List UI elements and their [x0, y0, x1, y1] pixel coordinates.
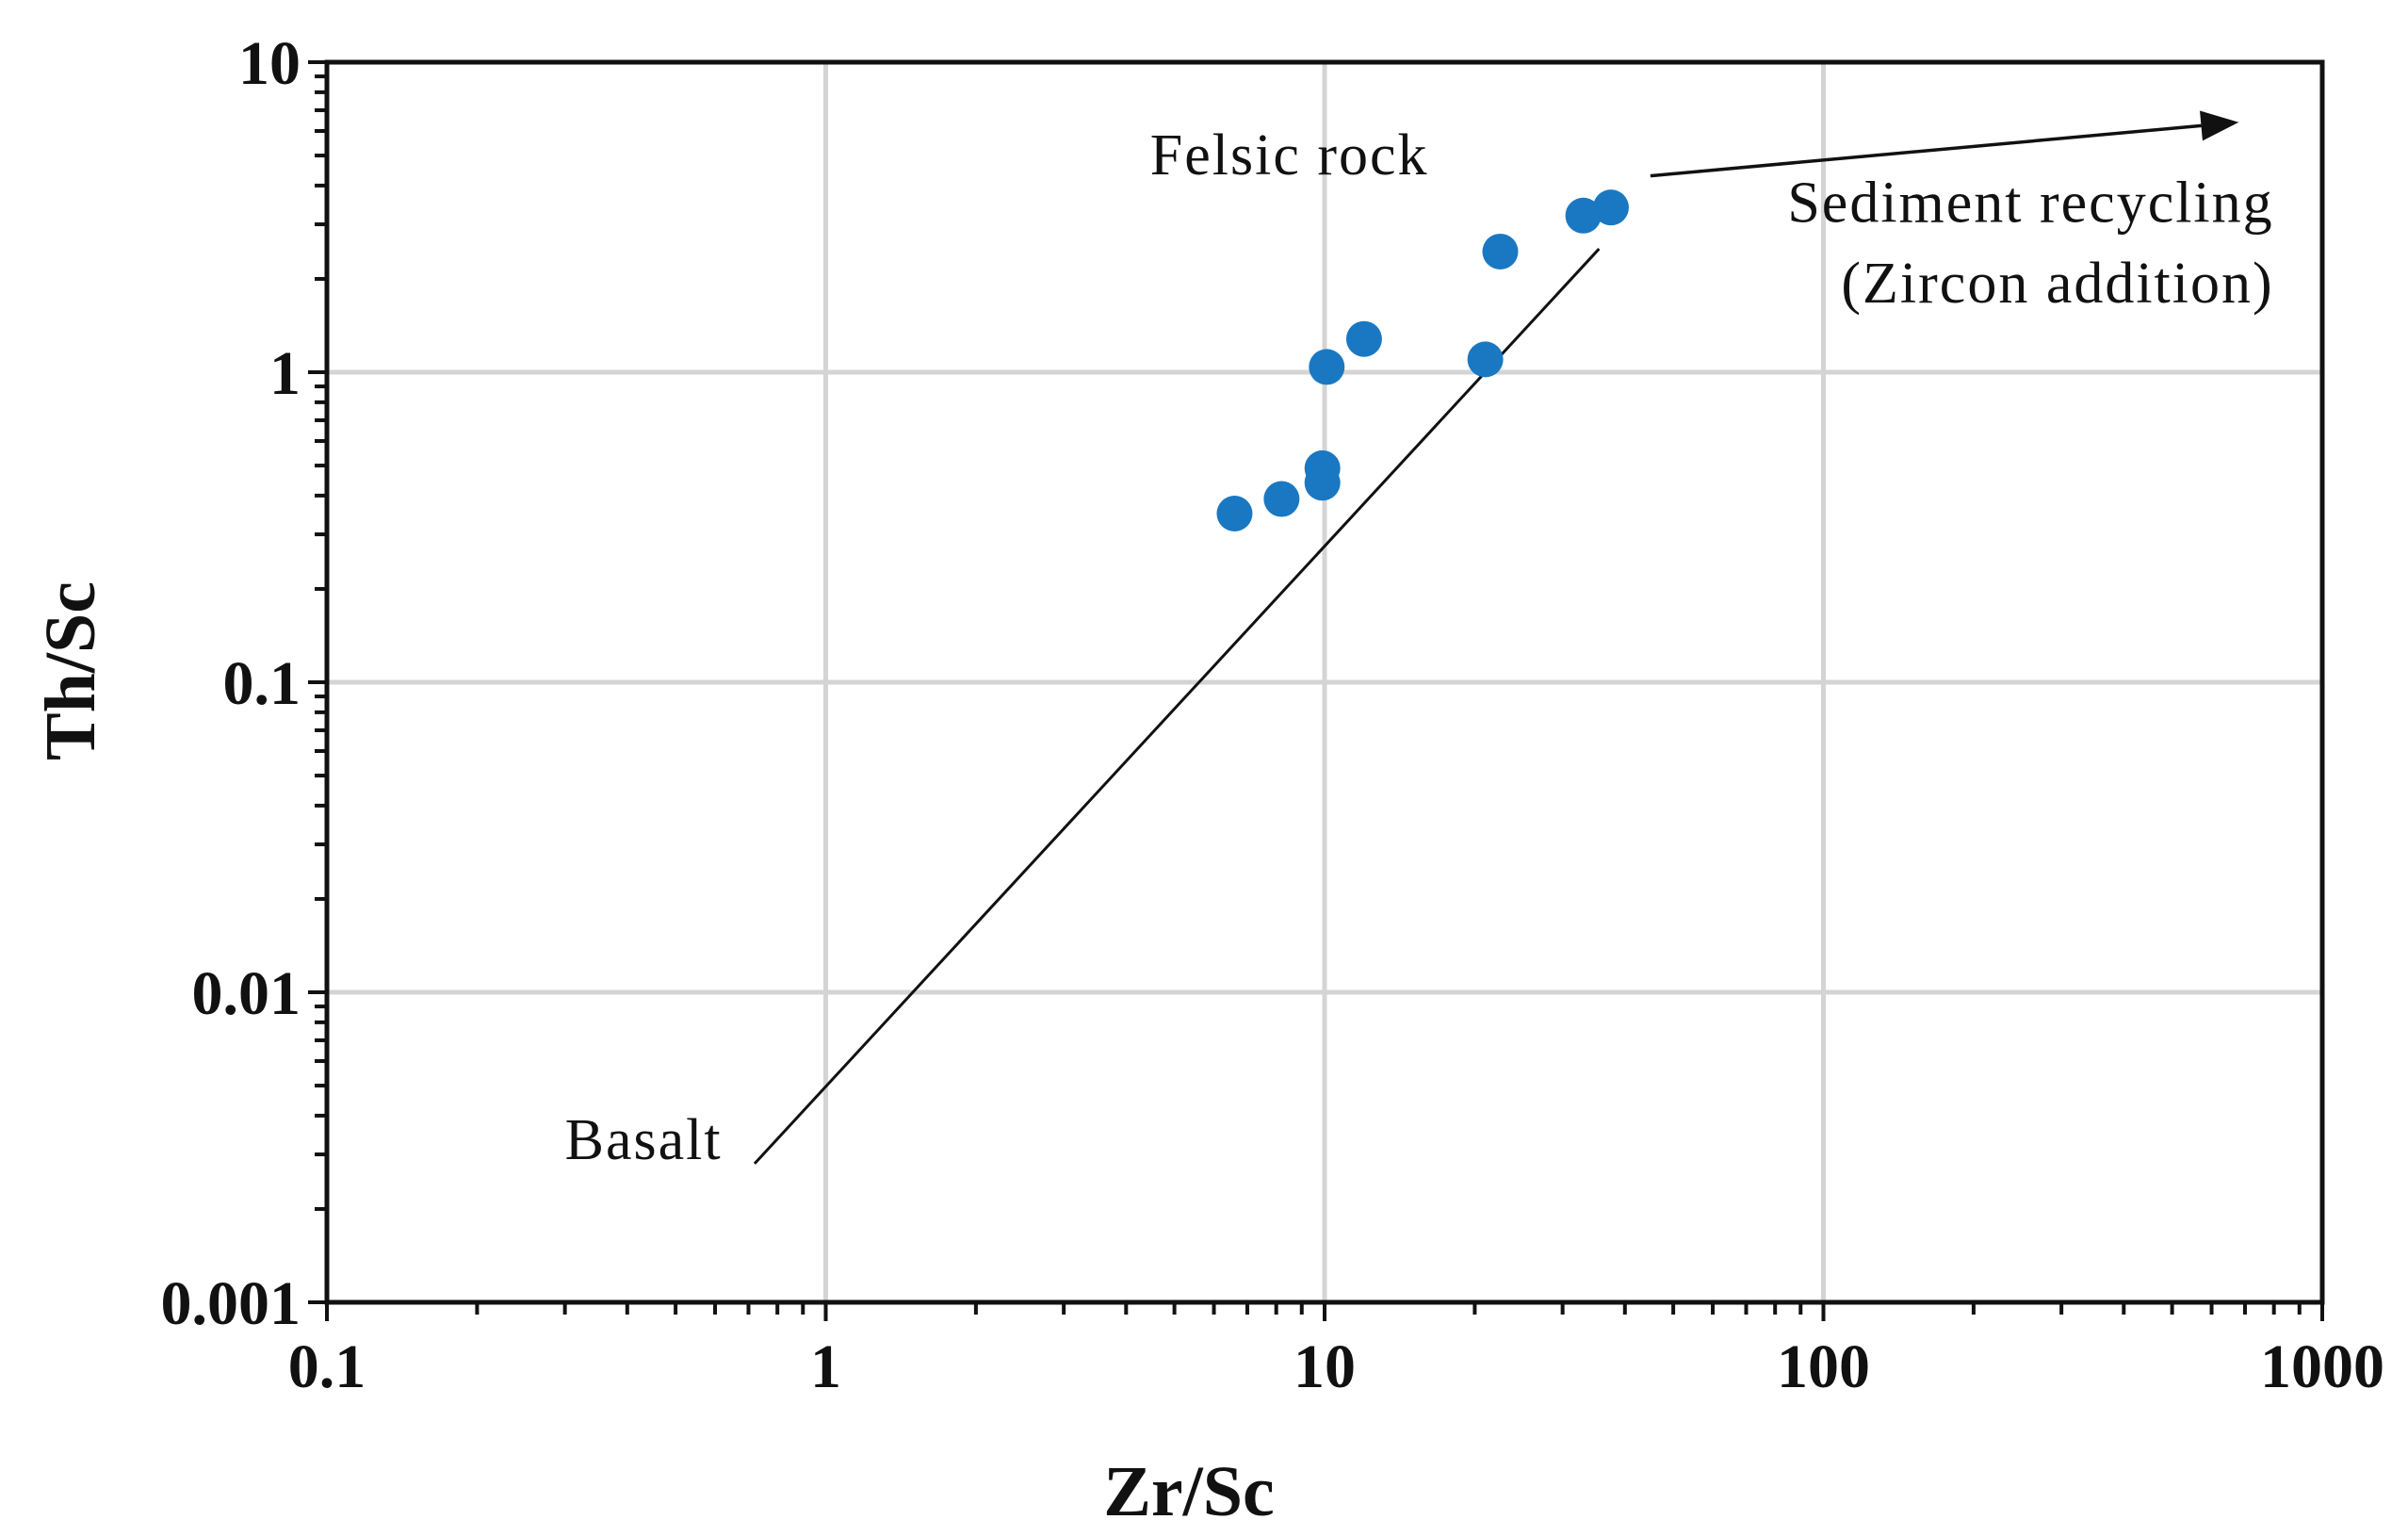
y-tick-label: 1 — [269, 339, 301, 408]
y-tick-label: 0.001 — [161, 1269, 301, 1338]
x-tick-label: 1000 — [2260, 1332, 2384, 1401]
data-point — [1216, 496, 1253, 532]
data-point — [1467, 341, 1504, 378]
x-tick-label: 100 — [1777, 1332, 1870, 1401]
data-point — [1592, 189, 1629, 226]
x-tick-label: 1 — [810, 1332, 841, 1401]
y-tick-label: 0.1 — [223, 649, 301, 718]
recycling-arrowhead — [2200, 110, 2239, 141]
y-tick-label: 10 — [238, 29, 301, 98]
data-point — [1309, 349, 1345, 385]
y-axis-title: Th/Sc — [31, 581, 110, 760]
annotation-felsic: Felsic rock — [1150, 123, 1429, 188]
x-tick-label: 10 — [1293, 1332, 1356, 1401]
annotation-recycling-1: Sediment recycling — [1787, 172, 2273, 236]
trend-lines — [753, 110, 2239, 1165]
y-tick-label: 0.01 — [192, 959, 301, 1028]
x-axis-title: Zr/Sc — [1103, 1452, 1275, 1531]
annotation-basalt: Basalt — [565, 1108, 723, 1172]
data-point — [1482, 233, 1519, 270]
annotation-recycling-2: (Zircon addition) — [1841, 252, 2273, 316]
x-tick-label: 0.1 — [288, 1332, 366, 1401]
data-points — [1216, 189, 1629, 532]
recycling-arrow-line — [1650, 123, 2202, 178]
data-point — [1565, 197, 1602, 234]
data-point — [1345, 320, 1382, 357]
data-point — [1263, 481, 1300, 517]
basalt-felsic-line — [753, 248, 1601, 1165]
labels: Zr/Sc Th/Sc 0.1 1 10 100 1000 0.001 0.01 0.1 1 10… — [31, 29, 2384, 1531]
axes — [308, 59, 2325, 1321]
data-point — [1304, 449, 1341, 486]
